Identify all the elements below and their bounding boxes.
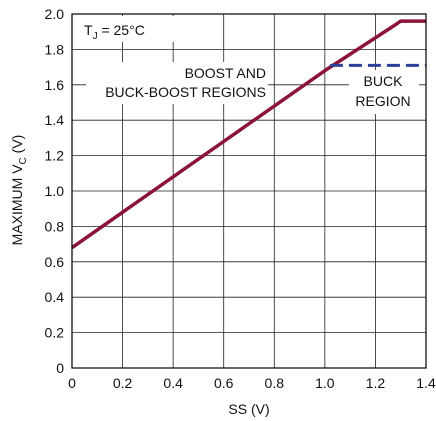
buck-annotation-line1: BUCK <box>364 73 404 89</box>
y-tick-label: 1.0 <box>45 183 65 199</box>
y-axis-title: MAXIMUM VC (V) <box>9 135 29 246</box>
boost-annotation-line2: BUCK-BOOST REGIONS <box>105 84 266 100</box>
y-tick-label: 0.2 <box>45 325 65 341</box>
x-tick-label: 0 <box>68 375 76 391</box>
series-layer <box>70 19 426 250</box>
x-tick-label: 0.2 <box>113 375 133 391</box>
x-axis-title: SS (V) <box>228 401 269 417</box>
y-tick-label: 1.8 <box>45 41 65 57</box>
y-tick-label: 1.2 <box>45 148 65 164</box>
condition-box-bg <box>78 16 174 42</box>
y-tick-label: 1.6 <box>45 77 65 93</box>
y-tick-label: 0.6 <box>45 254 65 270</box>
x-tick-label: 1.2 <box>366 375 386 391</box>
plot-frame <box>71 13 427 369</box>
x-tick-labels: 0 0.2 0.4 0.6 0.8 1.0 1.2 1.4 <box>68 375 436 391</box>
buck-annotation-bg <box>349 70 419 114</box>
boost-annotation-line1: BOOST AND <box>185 65 266 81</box>
y-tick-label: 0.4 <box>45 289 65 305</box>
x-tick-label: 1.0 <box>315 375 335 391</box>
y-tick-label: 1.4 <box>45 112 65 128</box>
x-tick-label: 0.6 <box>214 375 234 391</box>
y-tick-label: 0 <box>56 360 64 376</box>
y-tick-labels: 0 0.2 0.4 0.6 0.8 1.0 1.2 1.4 1.6 1.8 2.0 <box>45 6 65 376</box>
x-tick-label: 1.4 <box>416 375 436 391</box>
series-line-solid <box>70 19 426 250</box>
boost-annotation-bg <box>86 62 268 104</box>
condition-label: TJ = 25°C <box>84 22 145 42</box>
buck-annotation-line2: REGION <box>355 93 410 109</box>
x-tick-label: 0.4 <box>163 375 183 391</box>
x-tick-label: 0.8 <box>265 375 285 391</box>
y-tick-label: 2.0 <box>45 6 65 22</box>
y-tick-label: 0.8 <box>45 218 65 234</box>
